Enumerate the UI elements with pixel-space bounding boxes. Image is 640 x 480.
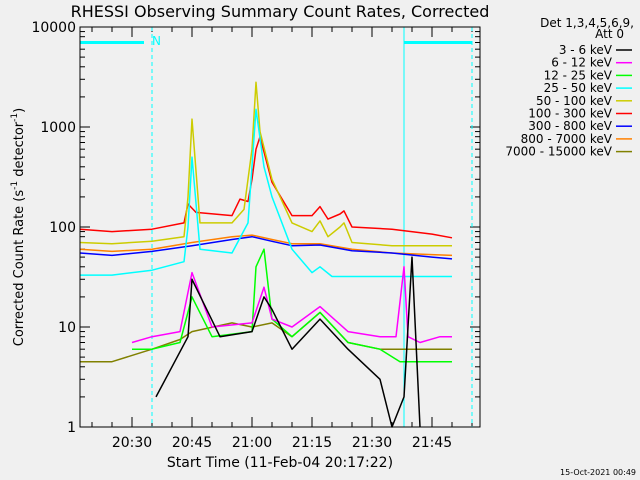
x-tick-label: 21:30 bbox=[352, 435, 392, 451]
generation-timestamp: 15-Oct-2021 00:49 bbox=[560, 468, 636, 477]
series-line-50-100-kev bbox=[79, 81, 452, 247]
y-tick-label: 10 bbox=[58, 320, 76, 336]
legend-entry-label: 12 - 25 keV bbox=[544, 68, 613, 82]
legend-header-line1: Det 1,3,4,5,6,9, bbox=[540, 16, 634, 30]
y-axis-ticks: 1 10 100 1000 10000 bbox=[31, 20, 480, 436]
x-tick-label: 21:45 bbox=[412, 435, 452, 451]
y-tick-label: 10000 bbox=[31, 20, 76, 36]
x-axis-label: Start Time (11-Feb-04 20:17:22) bbox=[167, 455, 393, 471]
x-tick-label: 20:30 bbox=[112, 435, 152, 451]
legend-entry-label: 7000 - 15000 keV bbox=[505, 145, 612, 159]
x-tick-label: 21:00 bbox=[232, 435, 272, 451]
x-tick-label: 20:45 bbox=[172, 435, 212, 451]
chart-title: RHESSI Observing Summary Count Rates, Co… bbox=[71, 2, 490, 21]
plot-area: 1 10 100 1000 10000 20:30 20:45 21:00 21:15 21:3… bbox=[31, 20, 481, 451]
legend-entry-label: 3 - 6 keV bbox=[559, 43, 613, 57]
y-tick-label: 100 bbox=[49, 220, 76, 236]
legend-entry-label: 800 - 7000 keV bbox=[521, 132, 613, 146]
legend-entry-label: 100 - 300 keV bbox=[528, 107, 612, 121]
series-line-25-50-kev bbox=[80, 108, 452, 278]
x-axis-ticks: 20:30 20:45 21:00 21:15 21:30 21:45 bbox=[91, 27, 473, 451]
legend-entry-label: 300 - 800 keV bbox=[528, 119, 612, 133]
series-line-3-6-kev bbox=[155, 256, 421, 428]
legend-entry-label: 25 - 50 keV bbox=[544, 81, 613, 95]
plot-frame bbox=[79, 26, 481, 428]
legend-entry-label: 6 - 12 keV bbox=[551, 56, 613, 70]
plot-markers bbox=[79, 27, 473, 427]
y-tick-label: 1000 bbox=[40, 120, 76, 136]
series-line-100-300-kev bbox=[79, 135, 453, 239]
y-tick-label: 1 bbox=[67, 420, 76, 436]
top-left-marker: N bbox=[152, 34, 161, 48]
series-lines bbox=[79, 81, 453, 428]
legend-header-line2: Att 0 bbox=[595, 27, 624, 41]
legend-entry-label: 50 - 100 keV bbox=[536, 94, 613, 108]
y-axis-label: Corrected Count Rate (s-1 detector-1) bbox=[10, 108, 27, 346]
series-line-300-800-kev bbox=[79, 235, 453, 260]
series-line-6-12-kev bbox=[131, 266, 452, 344]
x-tick-label: 21:15 bbox=[292, 435, 332, 451]
